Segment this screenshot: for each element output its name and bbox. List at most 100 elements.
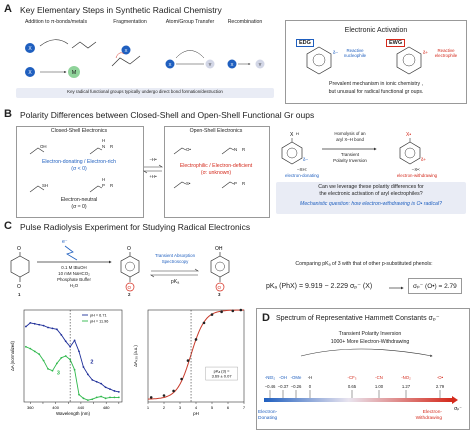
titration-xtick-label: 5 xyxy=(211,405,214,410)
transfer-x xyxy=(165,59,175,69)
hammett-right-label-1: Electron- xyxy=(423,409,443,415)
spectrum-point xyxy=(38,323,41,326)
closed-nh-r: R xyxy=(110,144,114,149)
spectrum-point xyxy=(113,396,116,399)
open-o-rad: O• xyxy=(186,147,191,152)
spectrum-point xyxy=(100,395,103,398)
edg-caption: Reactive nucleophile xyxy=(343,48,367,58)
compound-2-label: 2 xyxy=(128,292,131,297)
panel-b-title: Polarity Differences between Closed-Shel… xyxy=(20,110,315,120)
titration-fit-curve xyxy=(147,309,245,400)
question-2: the electronic activation of aryl electr… xyxy=(319,191,423,197)
ewg-caption: Reactive electrophile xyxy=(434,48,458,58)
titration-point xyxy=(186,359,190,362)
titration-point xyxy=(239,308,243,312)
condition-2: 10 mM NaHCO₂ xyxy=(58,271,90,276)
spectrum-xtick-label: 480 xyxy=(103,405,110,410)
homolysis-arrow xyxy=(322,147,377,151)
spectrum-point xyxy=(95,396,98,399)
spectrum-point xyxy=(73,368,76,371)
svg-text:O: O xyxy=(218,285,222,290)
closed-bond-lines xyxy=(29,147,103,193)
question-1: Can we leverage these polarity differenc… xyxy=(318,184,424,190)
titration-pka-box xyxy=(205,366,238,381)
spectrum-point xyxy=(55,362,58,365)
electron-label: e⁻ xyxy=(62,239,68,245)
panel-d-box xyxy=(256,308,470,430)
ewg-label: EWG xyxy=(386,39,406,47)
xh-label: –XH: xyxy=(297,167,307,172)
equation-arrow xyxy=(389,286,404,290)
spectrum-chart: 360 400 440 480 2 pH = 6.71 3 pH = 11.96 Wavelen… xyxy=(10,309,123,416)
compound-1-label: 1 xyxy=(18,292,21,297)
step-atom-transfer: Atom/Group Transfer xyxy=(165,19,215,25)
hammett-value: 0.65 xyxy=(348,384,357,389)
spectrum-point xyxy=(78,393,80,396)
titration-xtick-label: 6 xyxy=(227,405,230,410)
arrow-top-label: −H• xyxy=(149,157,157,162)
spectrum-xtick-label: 400 xyxy=(52,405,59,410)
titration-frame xyxy=(147,309,245,403)
spectrum-point xyxy=(117,396,120,399)
spectrum-point xyxy=(47,367,49,370)
pka-arrow-label: pKₐ xyxy=(170,279,180,285)
condition-4: H₂O xyxy=(69,283,79,288)
titration-point xyxy=(149,396,153,399)
titration-xtick-label: 4 xyxy=(195,405,198,410)
titration-point xyxy=(210,313,214,316)
spectrum-xtick-label: 440 xyxy=(78,405,85,410)
spectrum-point xyxy=(33,322,36,325)
hammett-group: -H xyxy=(308,375,313,380)
spectrum-point xyxy=(60,356,63,359)
open-n-rad: N xyxy=(234,147,238,152)
spectrum-series-line xyxy=(25,346,119,401)
step-recombination: Recombination xyxy=(227,19,263,25)
ewg-delta: δ+ xyxy=(423,50,429,55)
closed-caption-2: (σ < 0) xyxy=(71,166,87,172)
spectrum-point xyxy=(91,379,94,381)
closed-oh: OH xyxy=(40,144,47,149)
panel-a-letter: A xyxy=(4,3,12,15)
spectrum-point xyxy=(47,326,49,329)
hammett-group: -NO₂ xyxy=(401,375,411,380)
spectrum-point xyxy=(95,380,98,383)
activation-summary-2: but unusual for radical functional gr ou… xyxy=(328,89,424,95)
spectrum-point xyxy=(51,327,54,330)
panel-c-title: Pulse Radiolysis Experiment for Studying… xyxy=(20,222,251,232)
step-addition: Addition to π-bonds/metals xyxy=(24,19,88,25)
svg-text:O: O xyxy=(17,284,21,290)
hammett-value: −0.37 xyxy=(278,384,289,389)
spectrum-point xyxy=(33,350,36,353)
step-fragmentation: Fragmentation xyxy=(113,19,147,25)
spectrum-xlabel: Wavelength (nm) xyxy=(56,411,91,416)
hammett-value: 1.27 xyxy=(402,384,411,389)
closed-neutral-2: (σ ≈ 0) xyxy=(71,204,87,210)
hammett-group: -CN xyxy=(375,375,383,380)
titration-point xyxy=(162,394,166,397)
titration-chart: 1 2 3 4 5 6 7 pKₐ (3) =3.69 ± 0.07 pH ΔA₄₂₀ (a.u.… xyxy=(133,308,246,416)
titration-pka-text-2: 3.69 ± 0.07 xyxy=(212,374,233,379)
elementary-steps-drawing: X X M X X Y X Y xyxy=(25,39,265,78)
hammett-axis-label: σₚ⁻ xyxy=(454,406,462,412)
hammett-group: -O• xyxy=(437,375,444,380)
hammett-spectrum: -NEt₂ −0.46-OH −0.37-OMe −0.26 -H 0 -CF₃ 0.65 -C… xyxy=(258,348,462,421)
homolysis-1: Homolysis of an xyxy=(334,131,366,136)
panel-d-letter: D xyxy=(262,312,270,324)
condition-3: Phosphate Buffer xyxy=(57,277,91,282)
edg-benzene xyxy=(306,46,332,75)
spectrum-point xyxy=(24,325,27,328)
spectrum-point xyxy=(73,339,76,342)
svg-text:O: O xyxy=(17,246,21,252)
closed-shell-title: Closed-Shell Electronics xyxy=(50,128,108,134)
recomb-y xyxy=(255,59,265,69)
spectrum-point xyxy=(64,355,67,357)
tas-1: Transient Absorption xyxy=(154,253,196,258)
hammett-group: -OMe xyxy=(291,375,302,380)
titration-xtick-label: 7 xyxy=(243,405,246,410)
titration-xtick-label: 1 xyxy=(147,405,150,410)
closed-ph-h: H xyxy=(102,177,106,182)
closed-ph-r: R xyxy=(110,183,114,188)
closed-nh-h: H xyxy=(102,138,106,143)
condition-1: 0.1 M tBuOH xyxy=(61,265,87,270)
radical-x-blue xyxy=(25,43,35,53)
